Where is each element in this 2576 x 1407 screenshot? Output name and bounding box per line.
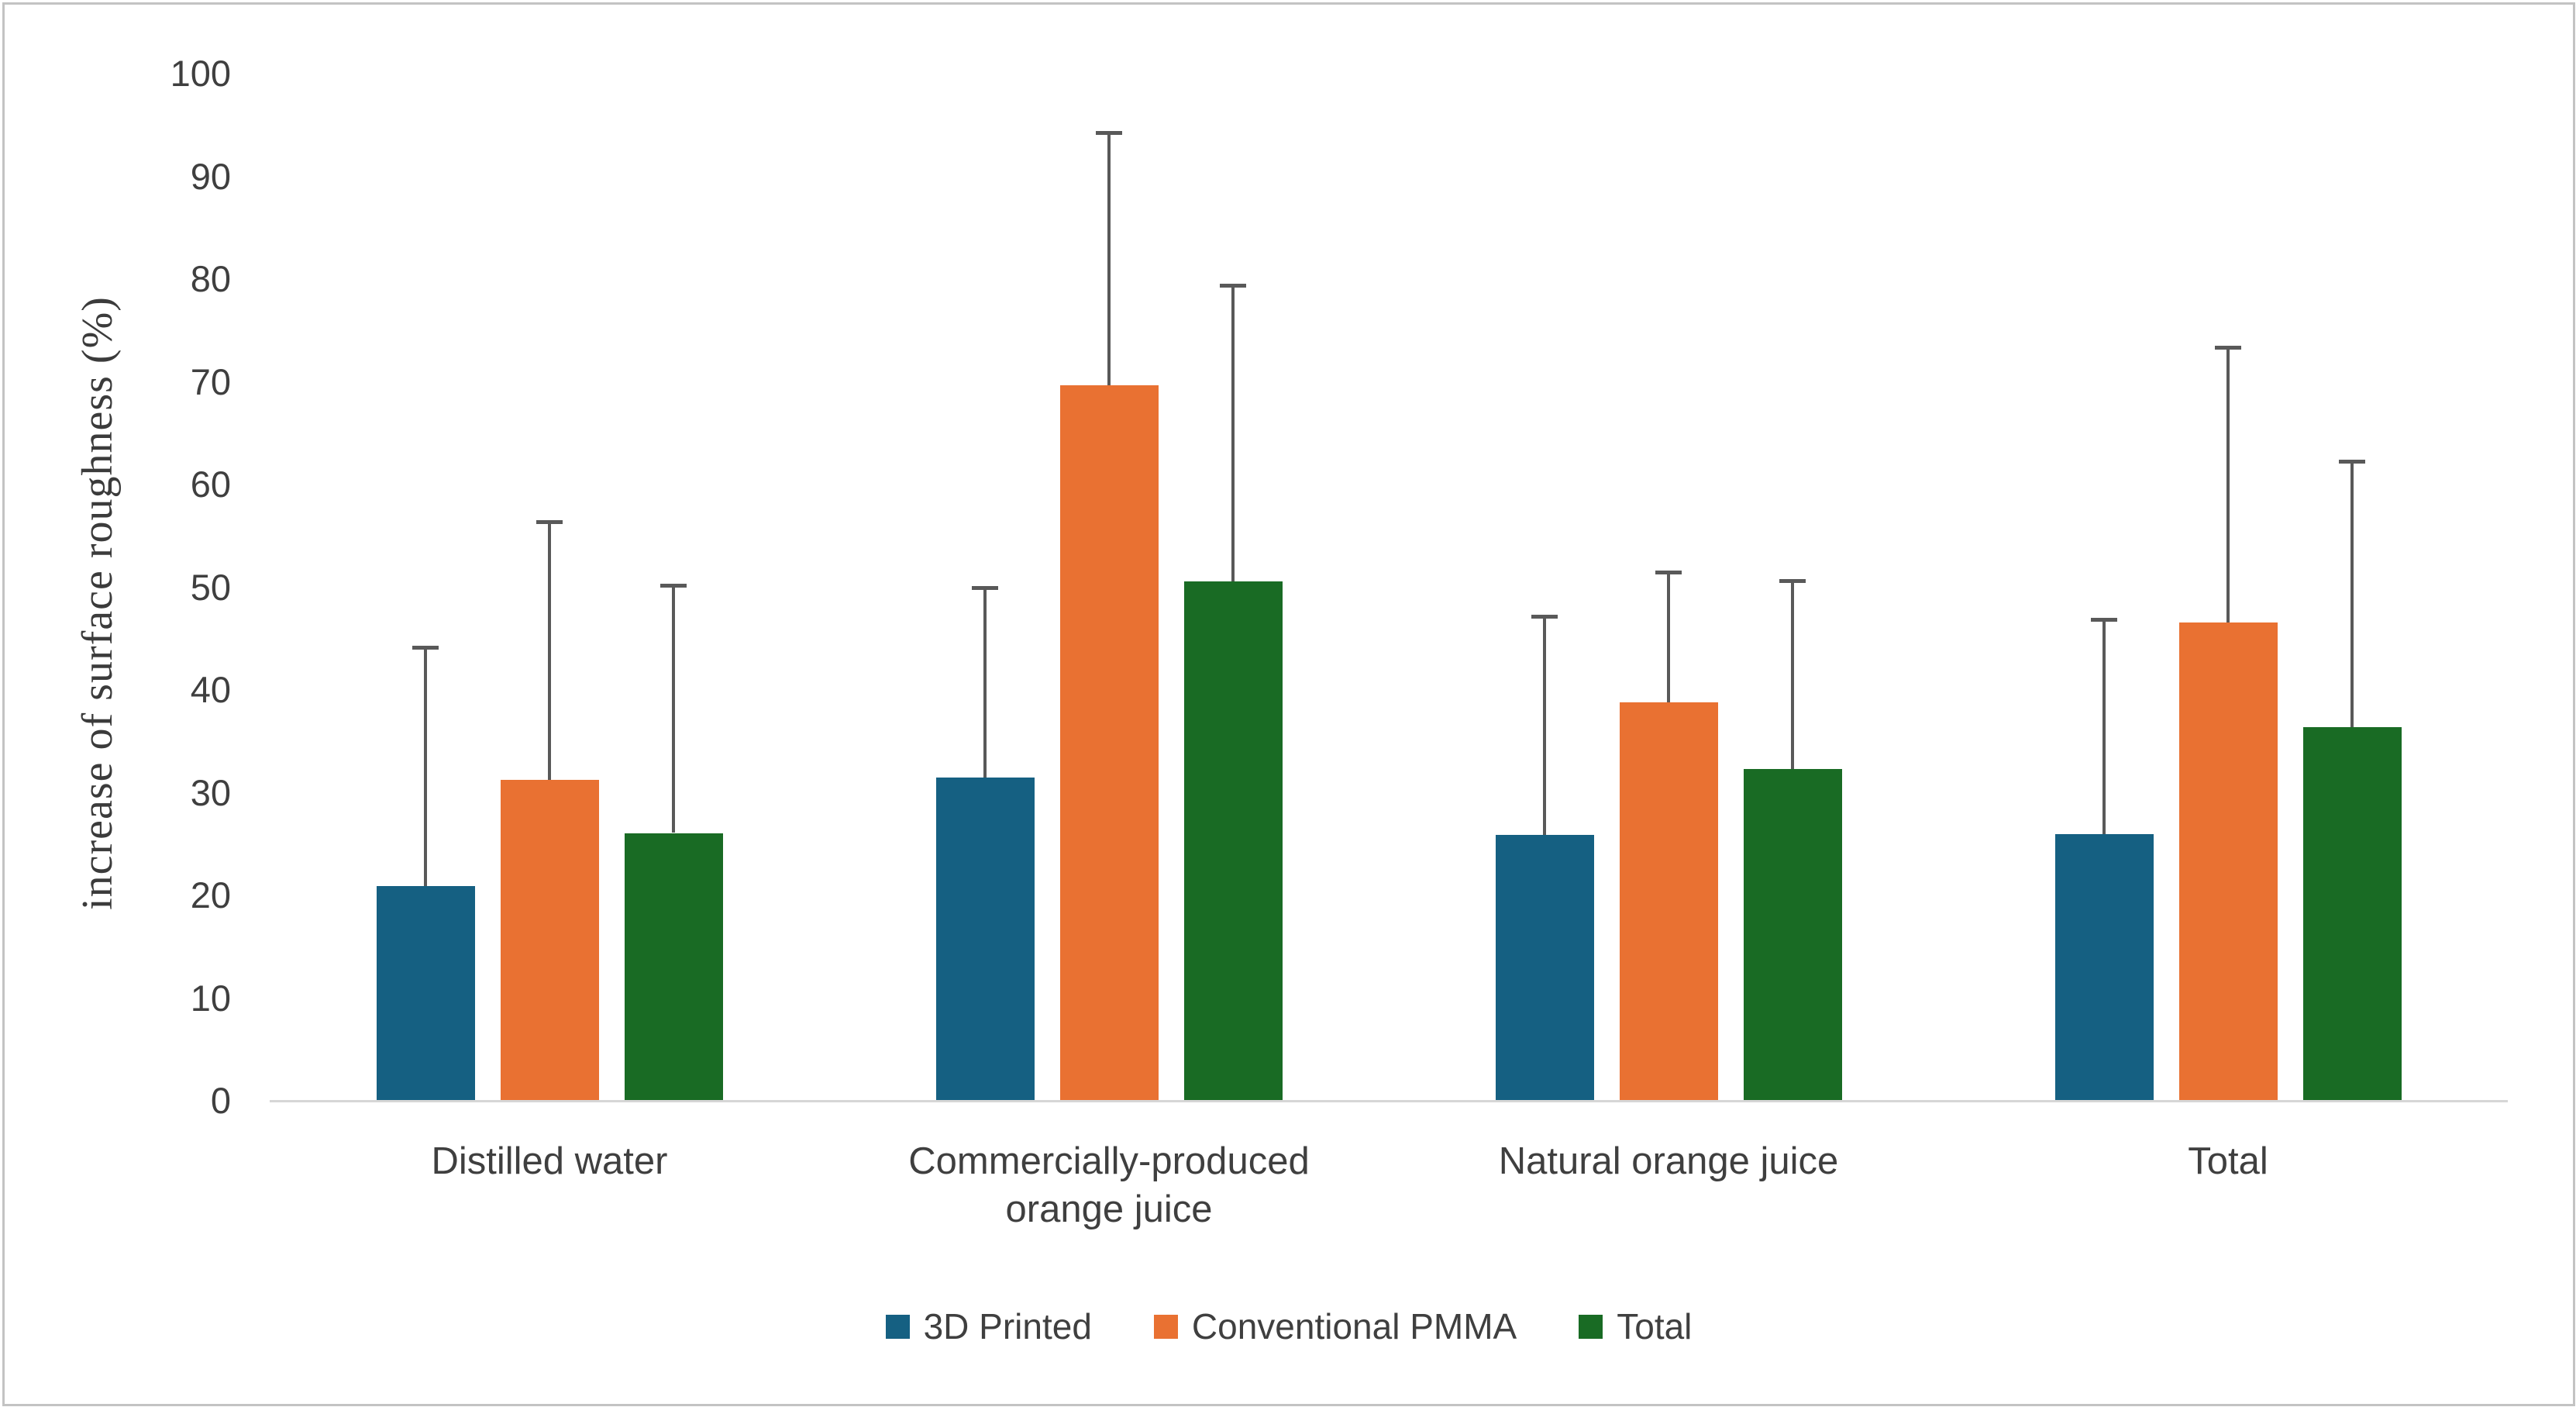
y-tick-label: 20 <box>190 874 231 916</box>
error-bar-stem <box>1791 580 1794 770</box>
legend-swatch <box>1579 1314 1603 1339</box>
y-tick-label: 90 <box>190 155 231 197</box>
x-category-label: Natural orange juice <box>1498 1140 1839 1182</box>
error-bar-stem <box>672 585 675 833</box>
bar <box>1183 581 1283 1100</box>
legend-item: 3D Printed <box>885 1305 1092 1347</box>
bar <box>935 777 1035 1100</box>
bar <box>1619 702 1718 1100</box>
bar <box>1059 385 1159 1100</box>
x-category-label: Distilled water <box>431 1140 668 1182</box>
error-bar-cap <box>412 645 439 650</box>
x-category-label: Total <box>2188 1140 2268 1182</box>
error-bar-cap <box>1096 130 1122 135</box>
error-bar-stem <box>983 587 987 778</box>
bar <box>2302 727 2402 1100</box>
error-bar-stem <box>2102 619 2106 834</box>
legend-label: Conventional PMMA <box>1191 1306 1517 1347</box>
y-tick-label: 60 <box>190 464 231 505</box>
error-bar-stem <box>1107 132 1111 385</box>
bar <box>1495 835 1594 1100</box>
legend-swatch <box>885 1314 910 1339</box>
error-bar-cap <box>660 584 687 588</box>
legend-swatch <box>1153 1314 1178 1339</box>
error-bar-cap <box>2215 345 2241 350</box>
y-tick-label: 10 <box>190 977 231 1019</box>
legend-label: Total <box>1617 1306 1693 1347</box>
bar <box>2178 622 2278 1100</box>
bar <box>376 886 475 1100</box>
y-tick-label: 30 <box>190 771 231 813</box>
error-bar-cap <box>972 585 998 590</box>
x-axis-line <box>270 1100 2508 1102</box>
legend: 3D Printed Conventional PMMA Total <box>5 1305 2573 1347</box>
y-tick-label: 40 <box>190 669 231 710</box>
x-category-label: Commercially-produced orange juice <box>908 1140 1310 1230</box>
error-bar-stem <box>1543 616 1546 836</box>
error-bar-stem <box>424 647 427 887</box>
bar <box>1743 769 1842 1100</box>
bar <box>2054 833 2154 1100</box>
legend-item: Total <box>1579 1305 1692 1347</box>
error-bar-cap <box>1531 614 1558 619</box>
legend-label: 3D Printed <box>923 1306 1092 1347</box>
error-bar-cap <box>2091 617 2117 622</box>
y-tick-label: 80 <box>190 258 231 299</box>
error-bar-cap <box>1220 284 1246 288</box>
error-bar-stem <box>2226 347 2230 622</box>
error-bar-stem <box>1231 285 1235 581</box>
error-bar-stem <box>1667 571 1670 703</box>
error-bar-stem <box>2350 460 2354 728</box>
y-tick-label: 70 <box>190 360 231 402</box>
y-tick-label: 0 <box>210 1080 231 1121</box>
error-bar-stem <box>548 522 551 780</box>
error-bar-cap <box>1655 570 1682 574</box>
y-tick-label: 100 <box>170 53 231 94</box>
bar <box>500 779 599 1100</box>
bar <box>624 833 723 1100</box>
y-tick-label: 50 <box>190 566 231 608</box>
legend-item: Conventional PMMA <box>1153 1305 1517 1347</box>
error-bar-cap <box>536 520 563 525</box>
error-bar-cap <box>2339 459 2365 464</box>
error-bar-cap <box>1779 578 1806 583</box>
